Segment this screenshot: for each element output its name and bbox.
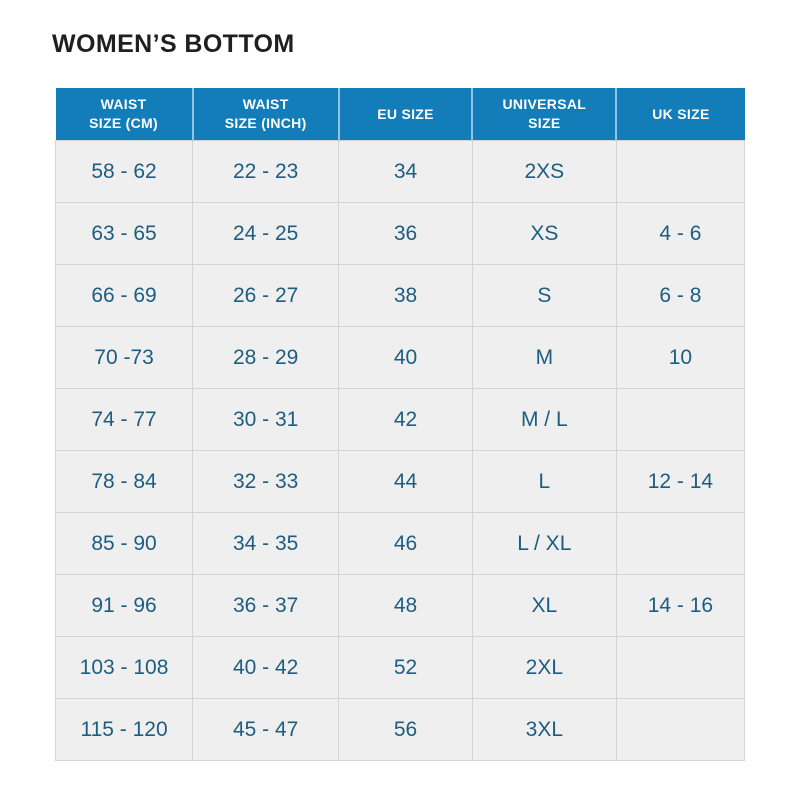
table-cell: 103 - 108 [54, 636, 194, 699]
table-cell: 70 -73 [54, 326, 194, 389]
table-row: 103 - 108 40 - 42 52 2XL [54, 636, 746, 699]
table-cell: 44 [338, 450, 473, 513]
table-cell: 38 [338, 264, 473, 327]
table-cell: 56 [338, 698, 473, 761]
table-cell: 85 - 90 [54, 512, 194, 575]
table-cell: 28 - 29 [192, 326, 340, 389]
column-header-eu-size: EU SIZE [337, 88, 473, 141]
table-cell: 52 [338, 636, 473, 699]
table-cell: 78 - 84 [54, 450, 194, 513]
table-cell: 40 - 42 [192, 636, 340, 699]
table-cell: S [471, 264, 617, 327]
table-row: 70 -73 28 - 29 40 M 10 [54, 326, 746, 389]
table-cell: 74 - 77 [54, 388, 194, 451]
table-cell: 46 [338, 512, 473, 575]
table-cell: 14 - 16 [615, 574, 746, 637]
table-cell [615, 636, 746, 699]
table-cell: 40 [338, 326, 473, 389]
table-cell: 91 - 96 [54, 574, 194, 637]
table-cell: L [471, 450, 617, 513]
table-cell: 30 - 31 [192, 388, 340, 451]
column-header-universal-size: UNIVERSAL SIZE [471, 88, 617, 141]
table-cell: XL [471, 574, 617, 637]
table-row: 91 - 96 36 - 37 48 XL 14 - 16 [54, 574, 746, 637]
header-row: WAIST SIZE (CM) WAIST SIZE (INCH) EU SIZ… [55, 88, 745, 141]
table-row: 66 - 69 26 - 27 38 S 6 - 8 [54, 264, 746, 327]
table-cell: 24 - 25 [192, 202, 340, 265]
table-cell: 22 - 23 [192, 140, 340, 203]
table-cell: 66 - 69 [54, 264, 194, 327]
table-cell: 3XL [471, 698, 617, 761]
table-cell [615, 140, 746, 203]
column-header-uk-size: UK SIZE [615, 88, 745, 141]
table-cell: 42 [338, 388, 473, 451]
table-row: 74 - 77 30 - 31 42 M / L [54, 388, 746, 451]
table-cell: 63 - 65 [54, 202, 194, 265]
table-cell: 36 [338, 202, 473, 265]
page-title: WOMEN’S BOTTOM [52, 30, 295, 58]
table-cell: 4 - 6 [615, 202, 746, 265]
table-row: 85 - 90 34 - 35 46 L / XL [54, 512, 746, 575]
table-cell [615, 388, 746, 451]
table-cell: 10 [615, 326, 746, 389]
table-cell: 2XS [471, 140, 617, 203]
table-cell: 34 [338, 140, 473, 203]
table-cell: 6 - 8 [615, 264, 746, 327]
table-row: 58 - 62 22 - 23 34 2XS [54, 140, 746, 203]
table-cell: 26 - 27 [192, 264, 340, 327]
table-cell: M / L [471, 388, 617, 451]
table-row: 63 - 65 24 - 25 36 XS 4 - 6 [54, 202, 746, 265]
table-cell: 45 - 47 [192, 698, 340, 761]
column-header-waist-cm: WAIST SIZE (CM) [55, 88, 193, 141]
table-row: 115 - 120 45 - 47 56 3XL [54, 698, 746, 761]
table-cell: 2XL [471, 636, 617, 699]
table-cell: 36 - 37 [192, 574, 340, 637]
table-cell: 12 - 14 [615, 450, 746, 513]
table-cell: 32 - 33 [192, 450, 340, 513]
table-cell: L / XL [471, 512, 617, 575]
table-cell: XS [471, 202, 617, 265]
size-chart-table: WAIST SIZE (CM) WAIST SIZE (INCH) EU SIZ… [54, 88, 746, 761]
table-cell [615, 698, 746, 761]
table-cell: 115 - 120 [54, 698, 194, 761]
column-header-waist-inch: WAIST SIZE (INCH) [191, 88, 339, 141]
table-cell: 34 - 35 [192, 512, 340, 575]
table-cell: 48 [338, 574, 473, 637]
table-body: 58 - 62 22 - 23 34 2XS 63 - 65 24 - 25 36 XS 4 -… [54, 140, 746, 761]
table-cell: 58 - 62 [54, 140, 194, 203]
table-cell: M [471, 326, 617, 389]
table-row: 78 - 84 32 - 33 44 L 12 - 14 [54, 450, 746, 513]
table-cell [615, 512, 746, 575]
